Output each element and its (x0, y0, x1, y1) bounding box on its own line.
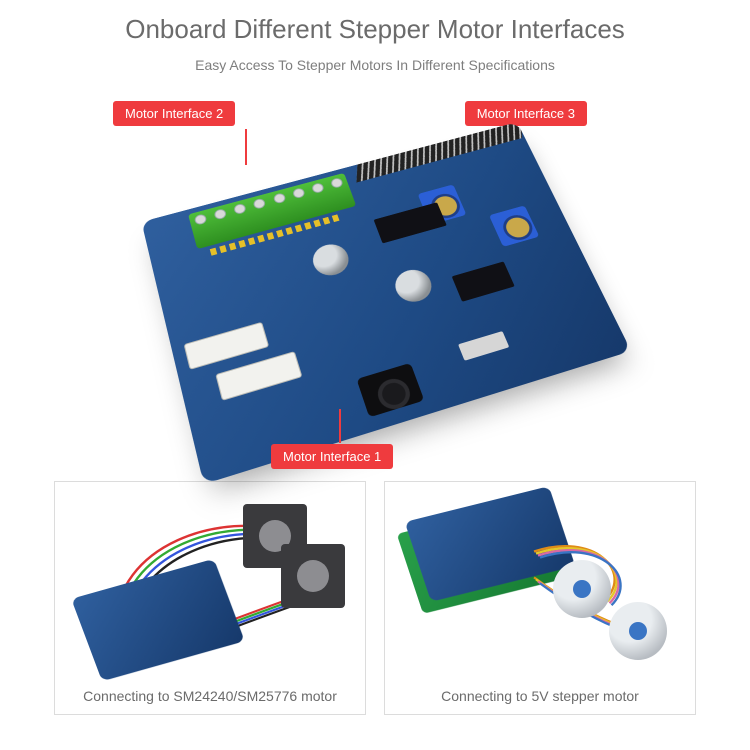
pcb-illustration (167, 139, 587, 429)
capacitor-icon (309, 241, 353, 280)
driver-chip-icon (374, 202, 447, 243)
example-caption-right: Connecting to 5V stepper motor (441, 688, 639, 704)
leader-line-1 (339, 409, 341, 443)
example-thumb-right (385, 482, 695, 682)
dc-barrel-jack-icon (356, 363, 424, 418)
example-card-right: Connecting to 5V stepper motor (384, 481, 696, 715)
potentiometer-icon (489, 205, 539, 247)
example-card-row: Connecting to SM24240/SM25776 motor Conn… (54, 481, 696, 715)
page-subtitle: Easy Access To Stepper Motors In Differe… (195, 57, 555, 73)
hero-diagram: Motor Interface 2 Motor Interface 3 Moto… (95, 93, 655, 473)
example-card-left: Connecting to SM24240/SM25776 motor (54, 481, 366, 715)
callout-interface-1: Motor Interface 1 (271, 444, 393, 469)
slide-switch-icon (458, 331, 509, 361)
example-caption-left: Connecting to SM24240/SM25776 motor (83, 688, 337, 704)
round-stepper-icon (609, 602, 667, 660)
page-title: Onboard Different Stepper Motor Interfac… (125, 14, 625, 45)
callout-interface-2: Motor Interface 2 (113, 101, 235, 126)
nema-motor-icon (281, 544, 345, 608)
capacitor-icon (391, 266, 437, 306)
gpio-header-icon (356, 122, 522, 182)
example-thumb-left (55, 482, 365, 682)
callout-interface-3: Motor Interface 3 (465, 101, 587, 126)
round-stepper-icon (553, 560, 611, 618)
driver-chip-icon (452, 261, 515, 301)
